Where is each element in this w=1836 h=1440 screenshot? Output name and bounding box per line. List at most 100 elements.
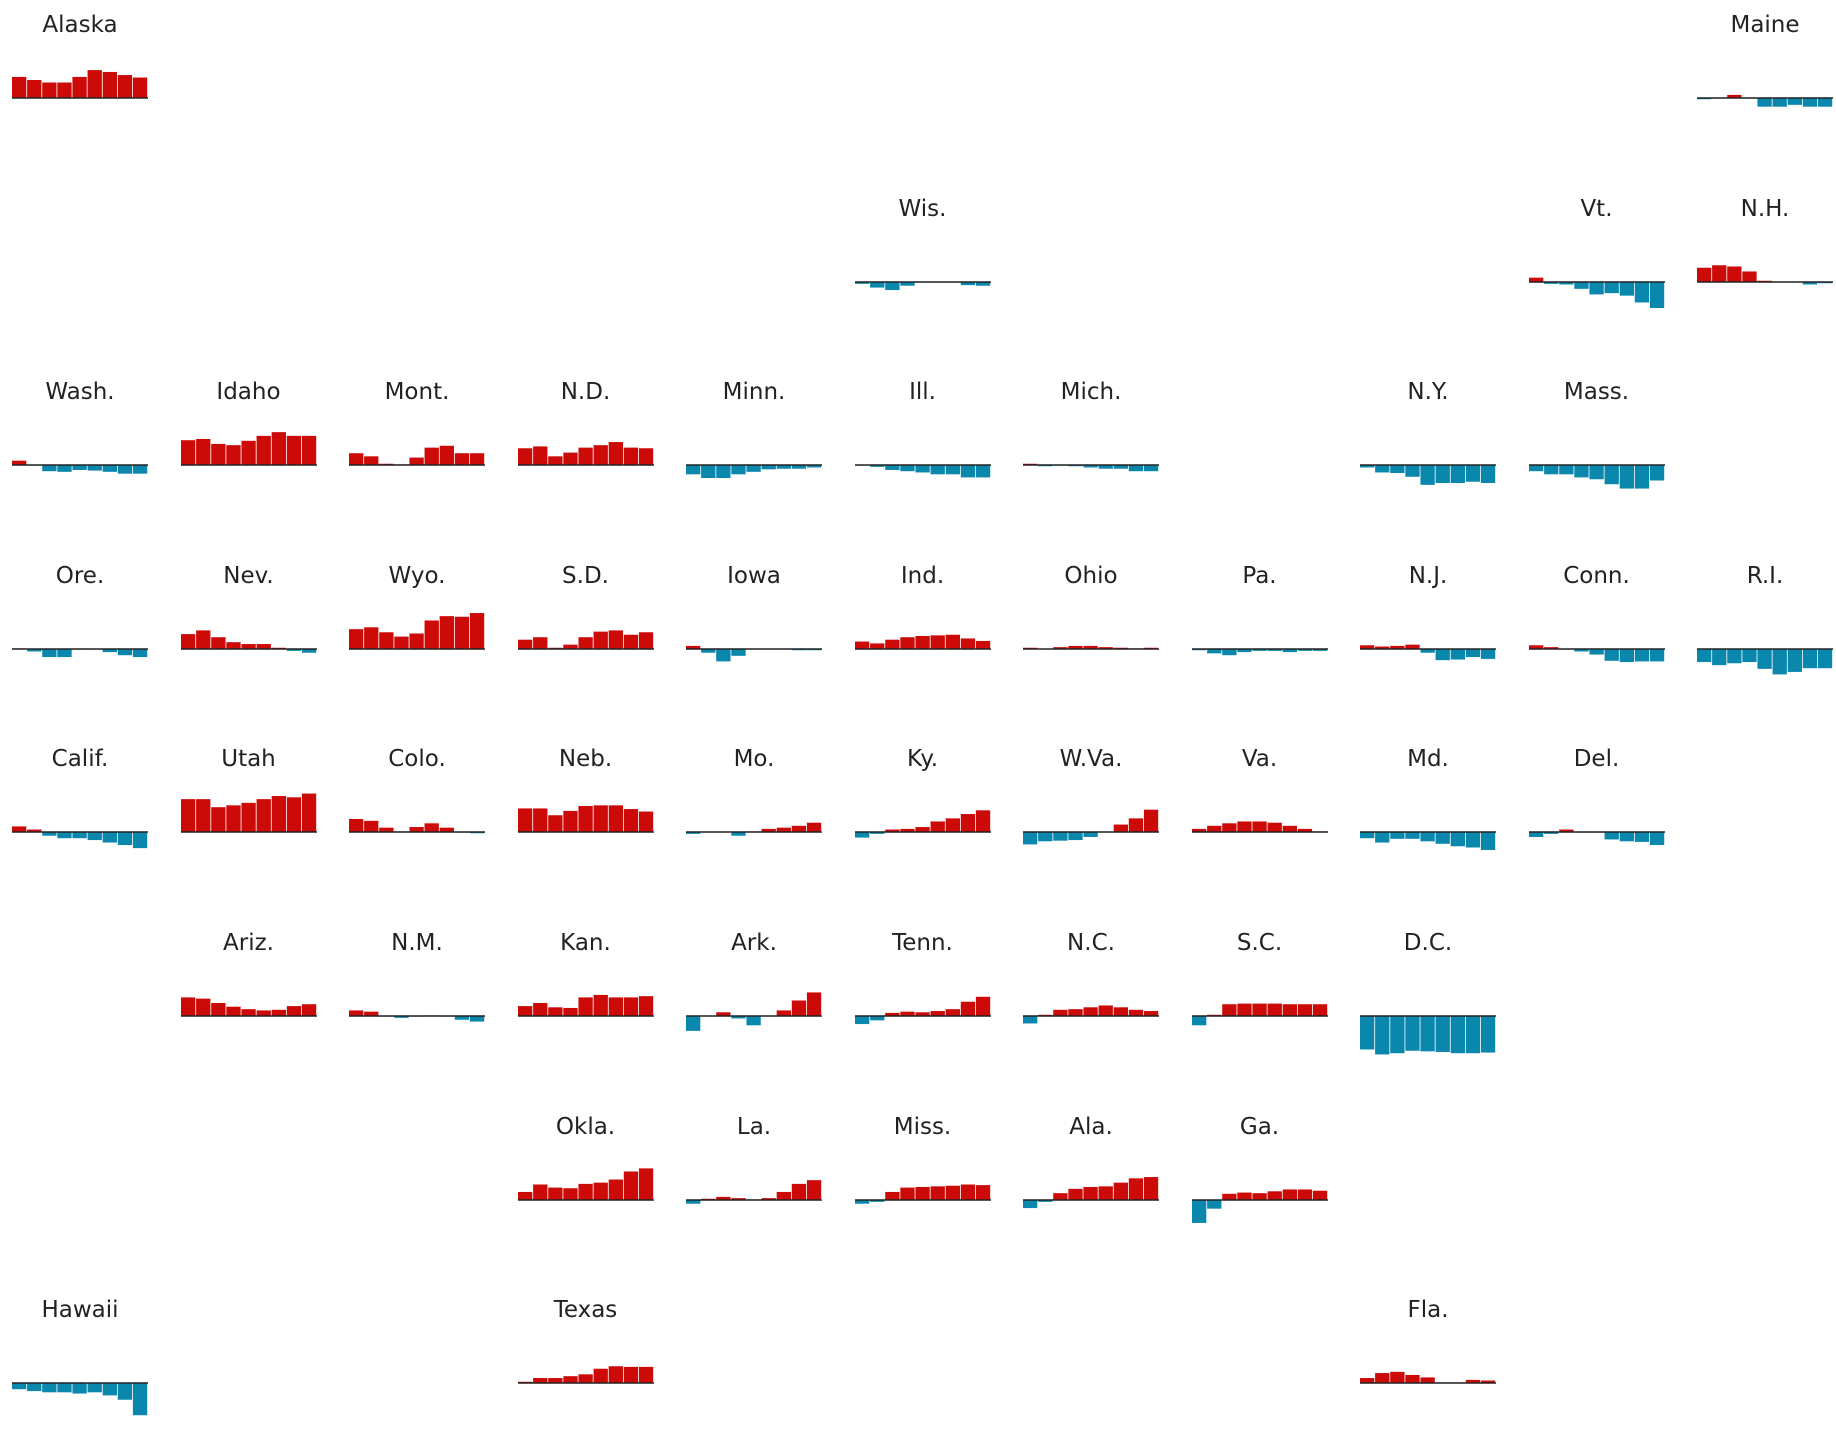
bar [27, 829, 42, 833]
bar [210, 444, 226, 466]
state-bars [686, 1179, 822, 1204]
bar [132, 832, 148, 849]
bar [117, 648, 133, 655]
state-bars [1360, 1372, 1496, 1384]
bar [623, 997, 638, 1016]
bar [638, 811, 653, 833]
bar [1282, 648, 1297, 652]
state-label: Ala. [1069, 1113, 1113, 1140]
bar [701, 465, 716, 479]
bar [884, 829, 900, 833]
bar [1267, 823, 1282, 833]
state-chart: Kan. [517, 918, 654, 1068]
bar [256, 1010, 271, 1016]
bar [547, 815, 563, 833]
bar [1619, 281, 1634, 296]
bar [716, 648, 731, 662]
bar [1405, 465, 1420, 477]
bar [608, 805, 623, 833]
state-chart: N.M. [349, 918, 485, 1068]
bar [439, 445, 454, 466]
bar [117, 465, 133, 474]
bar [686, 832, 701, 835]
state-label: Mo. [733, 746, 775, 773]
bar [547, 1007, 563, 1016]
bar [1312, 648, 1327, 651]
state-bars [12, 826, 148, 849]
bar [1312, 1004, 1327, 1016]
bar [899, 637, 915, 649]
state-chart: N.Y. [1360, 367, 1496, 517]
bar [1405, 1016, 1420, 1051]
bar [195, 630, 210, 649]
bar [884, 465, 900, 471]
bar [1604, 281, 1619, 293]
state-label: Iowa [727, 562, 781, 589]
bar [746, 465, 761, 473]
state-label: Colo. [388, 746, 446, 773]
state-bars [517, 1167, 654, 1201]
bar [899, 1011, 915, 1016]
bar [1588, 465, 1604, 480]
bar [854, 832, 869, 838]
bar [1282, 1004, 1297, 1016]
bar [271, 432, 286, 466]
state-label: W.Va. [1059, 746, 1123, 773]
bar [1390, 465, 1405, 474]
state-label: Md. [1407, 746, 1449, 773]
bar [349, 1010, 364, 1016]
bar [914, 1012, 930, 1016]
state-label: Pa. [1242, 562, 1277, 589]
bar [1191, 829, 1206, 833]
bar [1128, 465, 1144, 472]
state-chart: R.I. [1697, 551, 1833, 701]
bar [638, 1367, 653, 1384]
state-label: Ariz. [223, 930, 274, 956]
bar [806, 1179, 822, 1200]
bar [1727, 648, 1742, 664]
state-bars [1697, 94, 1833, 107]
bar [349, 453, 364, 466]
state-bars [686, 823, 822, 837]
bar [180, 799, 195, 833]
bar [1480, 832, 1496, 851]
bar [1053, 832, 1068, 842]
bar [1757, 648, 1772, 669]
bar [1360, 1016, 1375, 1050]
bar [57, 1383, 72, 1393]
bar [1528, 277, 1543, 282]
bar [1588, 648, 1604, 655]
bar [869, 281, 884, 288]
bar [1420, 1016, 1435, 1052]
state-chart: Idaho [180, 367, 317, 517]
bar [884, 1191, 900, 1200]
bar [1619, 832, 1634, 842]
bar [608, 1179, 623, 1200]
bar [1236, 1003, 1252, 1016]
bar [286, 1006, 301, 1016]
bar [945, 465, 960, 475]
bar [701, 648, 716, 653]
state-bars [686, 464, 822, 479]
bar [686, 1016, 701, 1031]
bar [593, 1182, 608, 1200]
bar [914, 465, 930, 473]
state-bars [517, 805, 654, 834]
state-bars [180, 997, 317, 1017]
bar [180, 633, 195, 649]
state-label: S.D. [562, 562, 609, 589]
bar [1113, 1182, 1128, 1200]
bar [791, 826, 807, 833]
bar [1038, 832, 1053, 842]
state-label: N.H. [1740, 195, 1790, 222]
bar [1558, 281, 1574, 285]
bar [1405, 644, 1420, 649]
bar [1712, 648, 1727, 665]
bar [638, 448, 653, 466]
bar [1128, 818, 1144, 833]
bar [1221, 648, 1237, 655]
bar [1634, 832, 1649, 843]
bar [1023, 832, 1038, 845]
bar [349, 819, 364, 833]
bar [1420, 465, 1435, 486]
